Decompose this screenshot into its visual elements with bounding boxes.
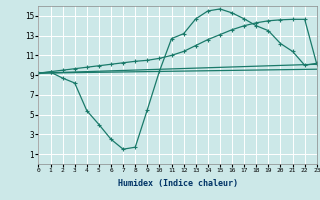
X-axis label: Humidex (Indice chaleur): Humidex (Indice chaleur) <box>118 179 238 188</box>
